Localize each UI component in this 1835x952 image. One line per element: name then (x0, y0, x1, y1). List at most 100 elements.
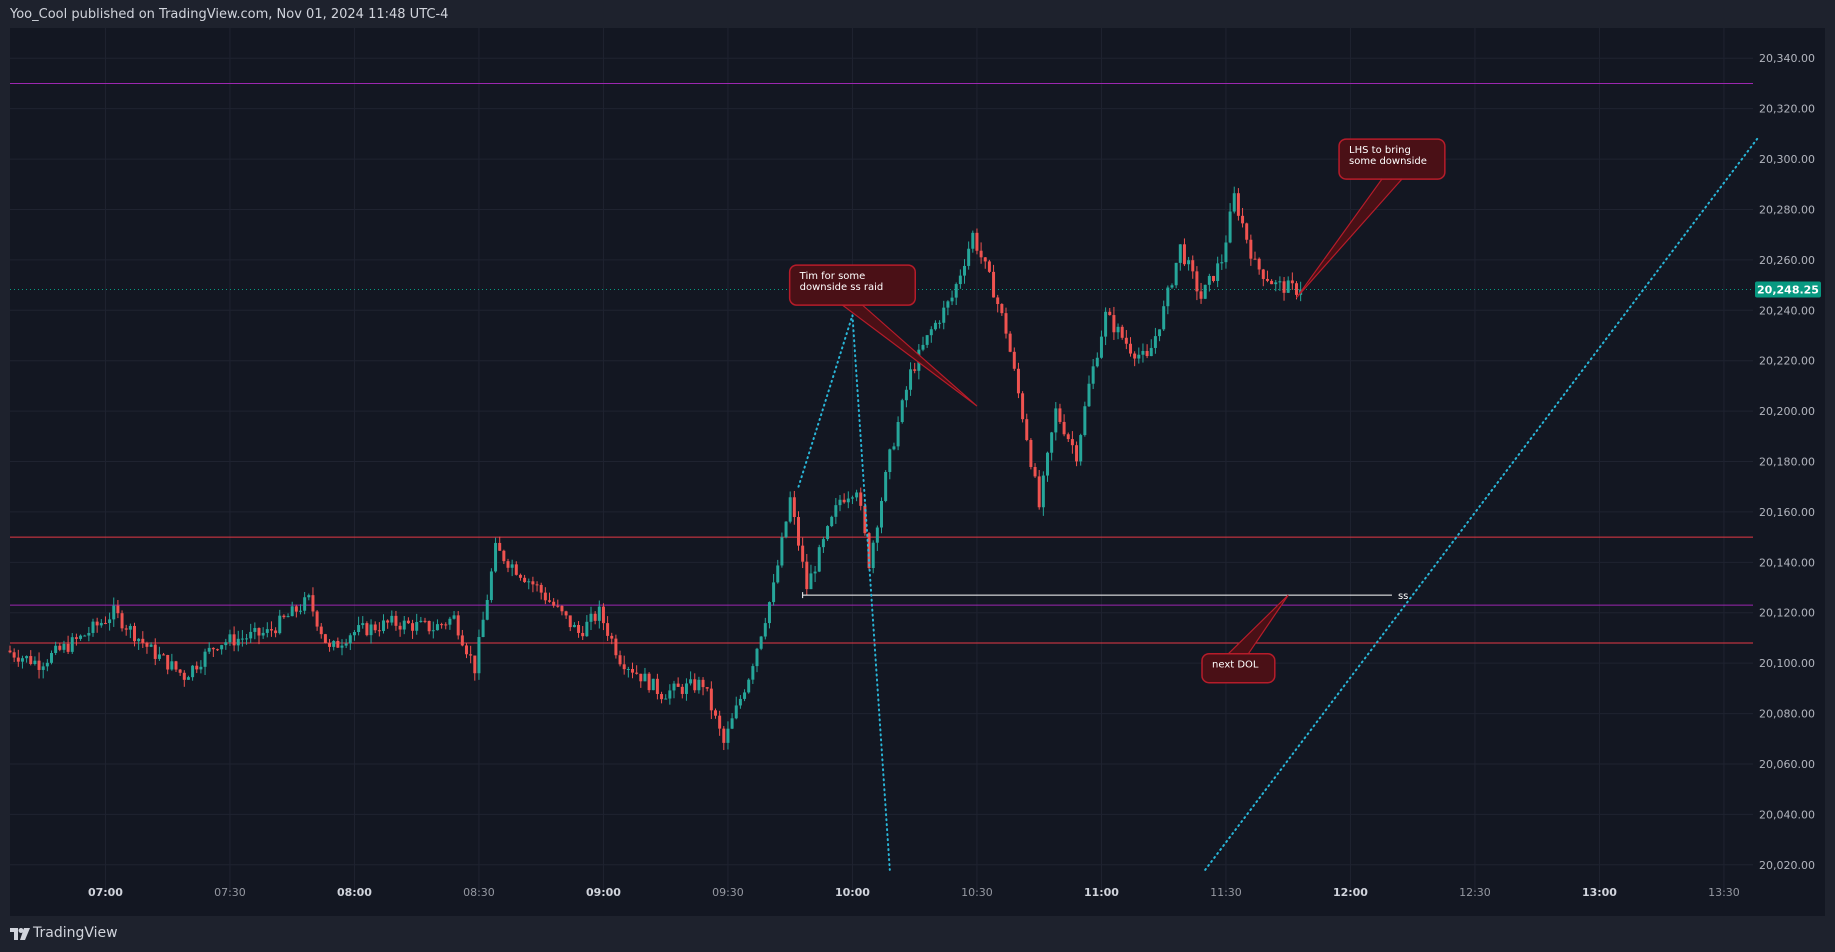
candle-up (228, 634, 232, 643)
candle-down (577, 624, 581, 633)
candle-up (452, 615, 456, 619)
candle-up (303, 597, 307, 611)
candle-up (170, 661, 174, 670)
candle-up (186, 677, 190, 680)
candle-up (1104, 311, 1108, 337)
candle-up (672, 683, 676, 691)
callout-box (788, 264, 917, 306)
candle-down (423, 620, 427, 622)
candle-down (1133, 353, 1137, 359)
candle-down (145, 642, 149, 647)
candle-up (1046, 452, 1049, 476)
candle-down (394, 615, 398, 626)
candle-up (738, 698, 742, 706)
candle-down (1182, 244, 1186, 265)
candle-up (684, 683, 688, 694)
candle-up (50, 652, 53, 663)
candle-up (1278, 281, 1282, 283)
candle-down (539, 584, 543, 593)
candle-up (290, 606, 294, 617)
candle-down (377, 630, 381, 632)
candle-down (1236, 193, 1240, 216)
footer-brand[interactable]: TradingView (33, 925, 118, 941)
candles-layer (8, 186, 1303, 751)
candle-up (1178, 244, 1182, 263)
candle-up (1079, 435, 1083, 462)
time-tick-label: 07:00 (88, 886, 123, 899)
candle-up (938, 322, 942, 324)
candle-up (25, 656, 29, 659)
candle-up (838, 499, 842, 506)
axis-layer: 20,020.00 20,040.00 20,060.00 20,080.00 20,1… (88, 52, 1821, 899)
candle-down (859, 492, 863, 506)
candle-up (946, 301, 950, 308)
candle-down (1257, 258, 1261, 270)
candle-down (1075, 445, 1079, 462)
candle-down (647, 673, 651, 691)
candle-up (249, 631, 253, 639)
candle-down (174, 661, 178, 670)
candle-up (340, 645, 344, 648)
price-tick-label: 20,120.00 (1759, 607, 1815, 620)
time-tick-label: 08:00 (337, 886, 372, 899)
candle-down (1012, 351, 1016, 369)
price-axis-background (1753, 28, 1825, 916)
candle-up (668, 690, 672, 699)
candle-up (689, 679, 693, 684)
candle-down (913, 369, 917, 371)
price-tick-label: 20,040.00 (1759, 808, 1815, 821)
ss-label: ss (1398, 591, 1408, 602)
candle-up (448, 618, 452, 625)
candle-down (8, 650, 12, 653)
candle-up (643, 673, 647, 682)
price-tick-label: 20,320.00 (1759, 103, 1815, 116)
candle-down (1249, 239, 1253, 259)
candle-up (1054, 408, 1058, 433)
tradingview-logo-icon[interactable] (10, 926, 30, 942)
candle-down (792, 497, 796, 518)
candle-up (900, 400, 904, 423)
candle-down (336, 640, 340, 648)
candle-down (606, 623, 610, 636)
candle-down (74, 637, 78, 639)
candle-up (199, 666, 203, 670)
candle-up (485, 599, 489, 620)
candle-up (585, 621, 589, 637)
candle-down (195, 665, 199, 670)
candle-down (693, 679, 697, 691)
candle-up (572, 624, 576, 628)
candle-down (1129, 343, 1132, 354)
chart-footer: TradingView (0, 916, 1835, 952)
chart-header: Yoo_Cool published on TradingView.com, N… (0, 0, 1835, 28)
candle-up (1153, 336, 1157, 348)
candle-down (506, 561, 510, 568)
candle-up (942, 307, 946, 323)
candle-up (299, 610, 302, 612)
candle-up (112, 605, 116, 620)
candle-up (253, 628, 257, 632)
candle-down (842, 499, 846, 503)
candle-down (427, 620, 431, 632)
candle-down (1253, 258, 1257, 260)
candle-up (83, 635, 87, 637)
candle-down (319, 626, 323, 635)
candle-up (307, 595, 311, 598)
publish-info: Yoo_Cool published on TradingView.com, N… (10, 7, 449, 22)
time-tick-label: 12:30 (1459, 886, 1491, 899)
candle-up (240, 638, 244, 640)
candle-up (1174, 262, 1178, 286)
candle-up (826, 526, 830, 540)
candle-down (705, 687, 709, 689)
candle-down (460, 635, 464, 646)
candle-down (987, 261, 991, 272)
price-tick-label: 20,140.00 (1759, 556, 1815, 569)
candle-up (431, 630, 435, 632)
candle-up (855, 492, 859, 498)
callout-box (1201, 652, 1276, 684)
candle-up (1207, 275, 1211, 285)
candle-up (352, 632, 356, 636)
candle-up (477, 637, 481, 674)
